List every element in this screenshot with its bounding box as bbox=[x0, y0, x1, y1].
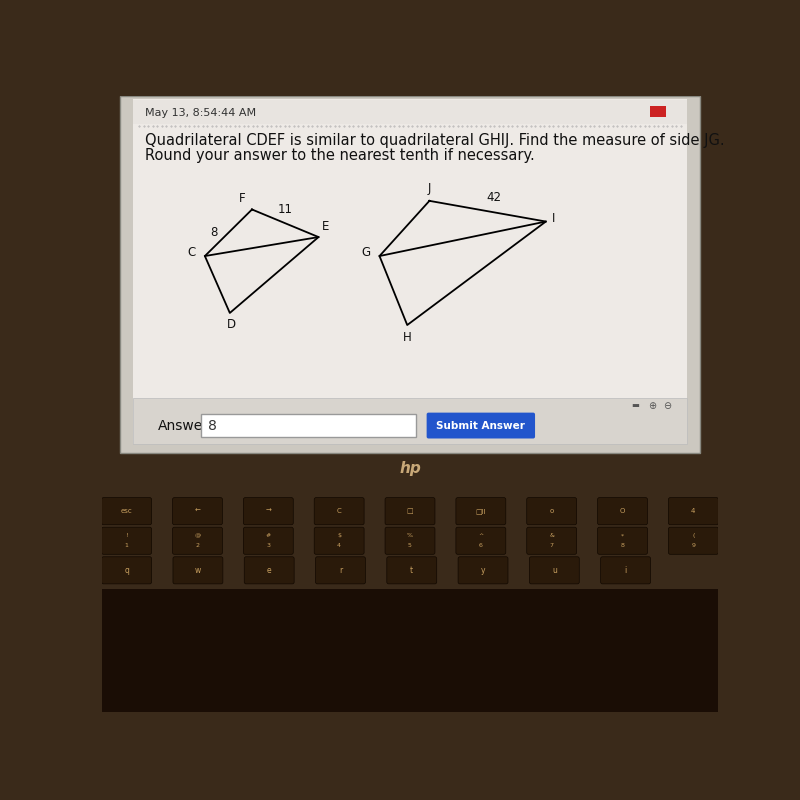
Bar bbox=[102, 590, 718, 712]
Text: *: * bbox=[621, 533, 624, 538]
FancyBboxPatch shape bbox=[598, 527, 647, 554]
Text: 8: 8 bbox=[208, 418, 217, 433]
Text: ⊖: ⊖ bbox=[663, 401, 671, 411]
FancyBboxPatch shape bbox=[526, 527, 577, 554]
Text: !: ! bbox=[126, 533, 128, 538]
Text: q: q bbox=[124, 566, 129, 575]
Text: C: C bbox=[337, 508, 342, 514]
Text: F: F bbox=[239, 191, 246, 205]
FancyBboxPatch shape bbox=[456, 498, 506, 525]
Text: Quadrilateral CDEF is similar to quadrilateral GHIJ. Find the measure of side JG: Quadrilateral CDEF is similar to quadril… bbox=[145, 133, 725, 148]
Text: i: i bbox=[625, 566, 626, 575]
Text: E: E bbox=[322, 220, 329, 234]
Text: y: y bbox=[481, 566, 486, 575]
FancyBboxPatch shape bbox=[244, 557, 294, 584]
FancyBboxPatch shape bbox=[426, 413, 535, 438]
Text: 5: 5 bbox=[408, 543, 412, 549]
Text: 9: 9 bbox=[691, 543, 695, 549]
FancyBboxPatch shape bbox=[669, 498, 718, 525]
Text: w: w bbox=[194, 566, 201, 575]
Text: 1: 1 bbox=[125, 543, 129, 549]
Text: r: r bbox=[339, 566, 342, 575]
Text: □: □ bbox=[406, 508, 414, 514]
Text: I: I bbox=[552, 212, 555, 225]
Text: t: t bbox=[410, 566, 414, 575]
FancyBboxPatch shape bbox=[173, 527, 222, 554]
Bar bbox=[133, 99, 687, 444]
FancyBboxPatch shape bbox=[201, 414, 416, 437]
FancyBboxPatch shape bbox=[669, 527, 718, 554]
FancyBboxPatch shape bbox=[102, 527, 151, 554]
FancyBboxPatch shape bbox=[387, 557, 437, 584]
Text: @: @ bbox=[194, 533, 201, 538]
Text: &: & bbox=[550, 533, 554, 538]
Text: D: D bbox=[226, 318, 236, 331]
Text: ▬: ▬ bbox=[631, 402, 638, 410]
Text: Answer:: Answer: bbox=[158, 418, 213, 433]
Text: (: ( bbox=[692, 533, 694, 538]
Text: u: u bbox=[552, 566, 557, 575]
Bar bbox=[650, 106, 666, 117]
FancyBboxPatch shape bbox=[385, 527, 435, 554]
Text: ^: ^ bbox=[478, 533, 483, 538]
FancyBboxPatch shape bbox=[456, 527, 506, 554]
FancyBboxPatch shape bbox=[243, 527, 294, 554]
FancyBboxPatch shape bbox=[315, 557, 366, 584]
FancyBboxPatch shape bbox=[526, 498, 577, 525]
Text: %: % bbox=[407, 533, 413, 538]
FancyBboxPatch shape bbox=[102, 557, 151, 584]
Text: J: J bbox=[428, 182, 431, 194]
Text: e: e bbox=[267, 566, 271, 575]
Text: 6: 6 bbox=[479, 543, 482, 549]
Bar bbox=[121, 96, 699, 454]
Text: →: → bbox=[266, 508, 271, 514]
FancyBboxPatch shape bbox=[601, 557, 650, 584]
FancyBboxPatch shape bbox=[243, 498, 294, 525]
FancyBboxPatch shape bbox=[598, 498, 647, 525]
Text: 8: 8 bbox=[210, 226, 218, 239]
FancyBboxPatch shape bbox=[458, 557, 508, 584]
Text: 11: 11 bbox=[278, 203, 293, 216]
Text: hp: hp bbox=[399, 461, 421, 476]
Text: H: H bbox=[403, 331, 412, 344]
FancyBboxPatch shape bbox=[173, 498, 222, 525]
Text: o: o bbox=[550, 508, 554, 514]
Bar bbox=[133, 100, 687, 124]
Text: O: O bbox=[620, 508, 626, 514]
FancyBboxPatch shape bbox=[102, 498, 151, 525]
Text: 7: 7 bbox=[550, 543, 554, 549]
Text: May 13, 8:54:44 AM: May 13, 8:54:44 AM bbox=[145, 108, 256, 118]
Text: 4: 4 bbox=[691, 508, 695, 514]
Text: G: G bbox=[361, 246, 370, 259]
Text: ←: ← bbox=[194, 508, 201, 514]
FancyBboxPatch shape bbox=[385, 498, 435, 525]
Text: esc: esc bbox=[121, 508, 133, 514]
Text: C: C bbox=[187, 246, 196, 259]
Text: 42: 42 bbox=[486, 190, 502, 204]
Text: Round your answer to the nearest tenth if necessary.: Round your answer to the nearest tenth i… bbox=[145, 148, 535, 162]
FancyBboxPatch shape bbox=[530, 557, 579, 584]
Text: □ll: □ll bbox=[475, 508, 486, 514]
Text: 8: 8 bbox=[621, 543, 625, 549]
Text: 4: 4 bbox=[337, 543, 341, 549]
Text: 3: 3 bbox=[266, 543, 270, 549]
Bar bbox=[133, 398, 687, 444]
Text: Submit Answer: Submit Answer bbox=[437, 421, 526, 430]
Text: ⊕: ⊕ bbox=[648, 401, 656, 411]
Text: #: # bbox=[266, 533, 271, 538]
FancyBboxPatch shape bbox=[314, 498, 364, 525]
Text: 2: 2 bbox=[195, 543, 199, 549]
Text: $: $ bbox=[337, 533, 341, 538]
FancyBboxPatch shape bbox=[173, 557, 223, 584]
FancyBboxPatch shape bbox=[314, 527, 364, 554]
